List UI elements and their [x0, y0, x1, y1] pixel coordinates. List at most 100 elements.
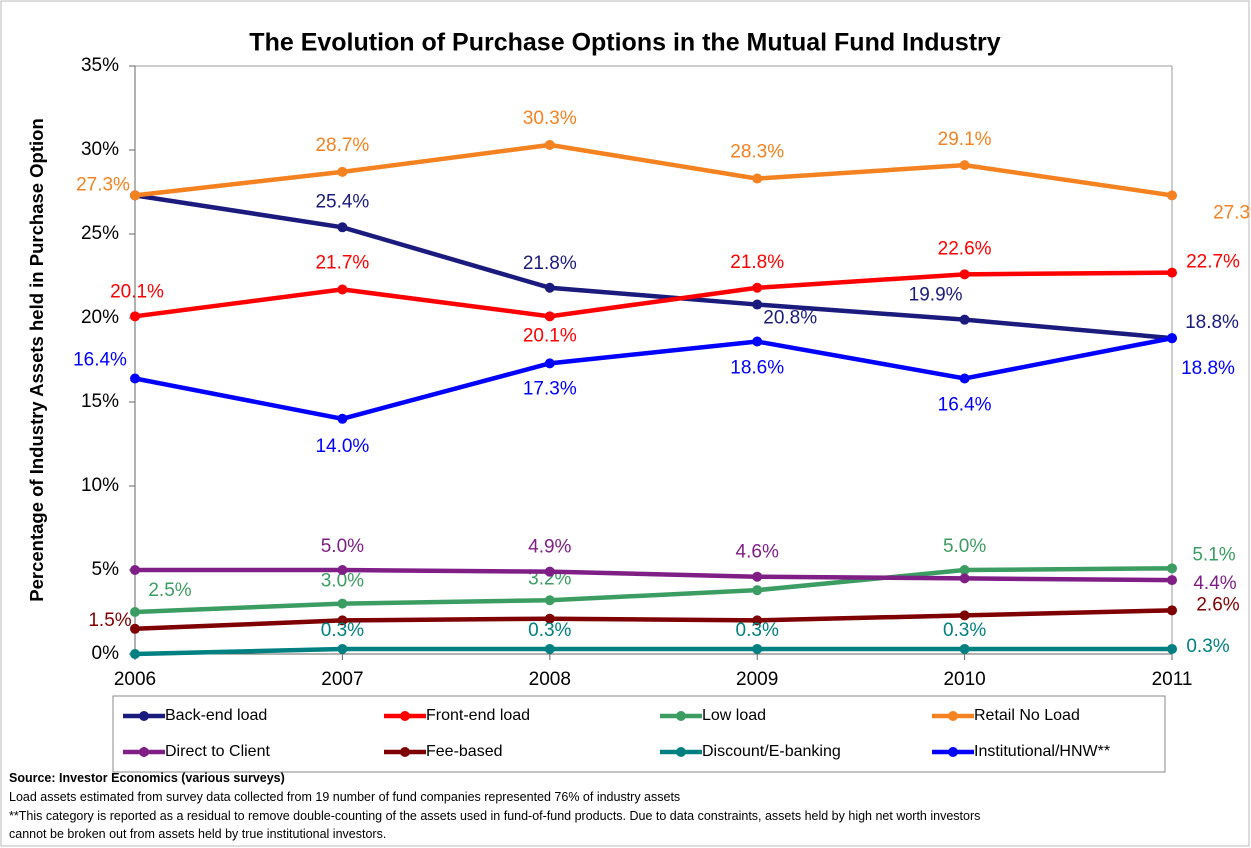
point [1167, 333, 1177, 344]
value-label: 0.3% [1186, 636, 1229, 657]
point [130, 311, 140, 322]
value-label: 18.8% [1185, 312, 1239, 333]
point [544, 595, 555, 606]
value-label: 5.1% [1192, 544, 1235, 565]
value-label: 17.3% [523, 378, 577, 399]
legend-label: Institutional/HNW** [974, 743, 1110, 760]
series-line [134, 608, 1173, 632]
point [752, 643, 763, 654]
series-line [134, 335, 1173, 422]
point [959, 573, 970, 584]
legend-label: Retail No Load [974, 707, 1080, 724]
point [1167, 267, 1177, 278]
x-tick-label: 2006 [114, 669, 156, 690]
point [959, 565, 970, 575]
point [130, 649, 140, 659]
point [130, 623, 140, 634]
value-label: 21.8% [730, 252, 784, 273]
point [1167, 605, 1177, 616]
point [752, 615, 763, 626]
y-tick-label: 5% [92, 559, 120, 580]
value-label: 19.9% [909, 285, 963, 306]
note: cannot be broken out from assets held by… [9, 827, 386, 841]
value-label: 0.3% [736, 620, 779, 641]
y-axis-label: Percentage of Industry Assets held in Pu… [26, 118, 47, 602]
y-tick-label: 10% [81, 475, 119, 496]
value-label: 27.3% [76, 174, 130, 195]
note: Load assets estimated from survey data c… [9, 790, 680, 804]
point [544, 566, 555, 577]
point [130, 565, 140, 575]
legend-marker [948, 711, 958, 721]
legend-marker [676, 711, 686, 721]
series-line [134, 193, 1173, 341]
series-line [135, 567, 1173, 583]
point [959, 269, 970, 280]
point [337, 643, 348, 654]
value-label: 5.0% [321, 536, 364, 557]
legend-marker [139, 747, 149, 757]
point [544, 282, 555, 293]
value-label: 20.8% [763, 308, 817, 329]
point [1167, 190, 1177, 201]
y-tick-label: 0% [92, 643, 120, 664]
point [337, 565, 348, 575]
point [752, 336, 763, 347]
value-label: 2.5% [148, 580, 191, 601]
point [544, 139, 555, 150]
value-label: 18.8% [1181, 358, 1235, 379]
point [959, 373, 970, 384]
point [130, 607, 140, 617]
point [544, 613, 555, 624]
legend-marker [676, 747, 686, 757]
legend-marker [139, 711, 149, 721]
value-label: 29.1% [938, 129, 992, 150]
point [337, 166, 348, 177]
value-label: 0.3% [528, 620, 571, 641]
value-label: 4.6% [736, 542, 779, 563]
point [752, 571, 763, 582]
x-tick-label: 2007 [321, 669, 363, 690]
legend-label: Direct to Client [165, 743, 270, 760]
legend-marker [948, 747, 958, 757]
legend-label: Front-end load [426, 707, 530, 724]
point [1167, 575, 1177, 586]
point [544, 358, 555, 369]
x-tick-label: 2011 [1152, 669, 1193, 690]
x-tick-label: 2010 [943, 669, 985, 690]
point [752, 585, 763, 596]
y-tick-label: 35% [81, 55, 119, 76]
legend-label: Back-end load [165, 707, 267, 724]
point [752, 282, 763, 293]
value-label: 1.5% [88, 610, 131, 631]
x-tick-label: 2009 [736, 669, 778, 690]
chart-title: The Evolution of Purchase Options in the… [249, 29, 1000, 57]
point [337, 598, 348, 609]
legend-label: Low load [702, 707, 766, 724]
point [959, 643, 970, 654]
legend-label: Fee-based [426, 743, 503, 760]
point [337, 222, 348, 233]
point [959, 314, 970, 325]
value-label: 18.6% [730, 358, 784, 379]
x-tick-label: 2008 [529, 669, 571, 690]
value-label: 25.4% [315, 191, 369, 212]
series-line [134, 646, 1172, 657]
series-line [134, 270, 1173, 319]
value-label: 22.6% [938, 238, 992, 259]
value-label: 16.4% [73, 349, 127, 370]
note: **This category is reported as a residua… [9, 809, 980, 823]
point [1167, 643, 1177, 654]
value-label: 20.1% [110, 281, 164, 302]
point [752, 173, 763, 184]
point [337, 413, 348, 424]
value-label: 16.4% [938, 394, 992, 415]
value-label: 0.3% [321, 620, 364, 641]
value-label: 22.7% [1186, 252, 1240, 273]
value-label: 3.0% [321, 571, 364, 592]
value-label: 4.4% [1193, 573, 1236, 594]
y-tick-label: 25% [81, 223, 119, 244]
value-label: 0.3% [943, 620, 986, 641]
